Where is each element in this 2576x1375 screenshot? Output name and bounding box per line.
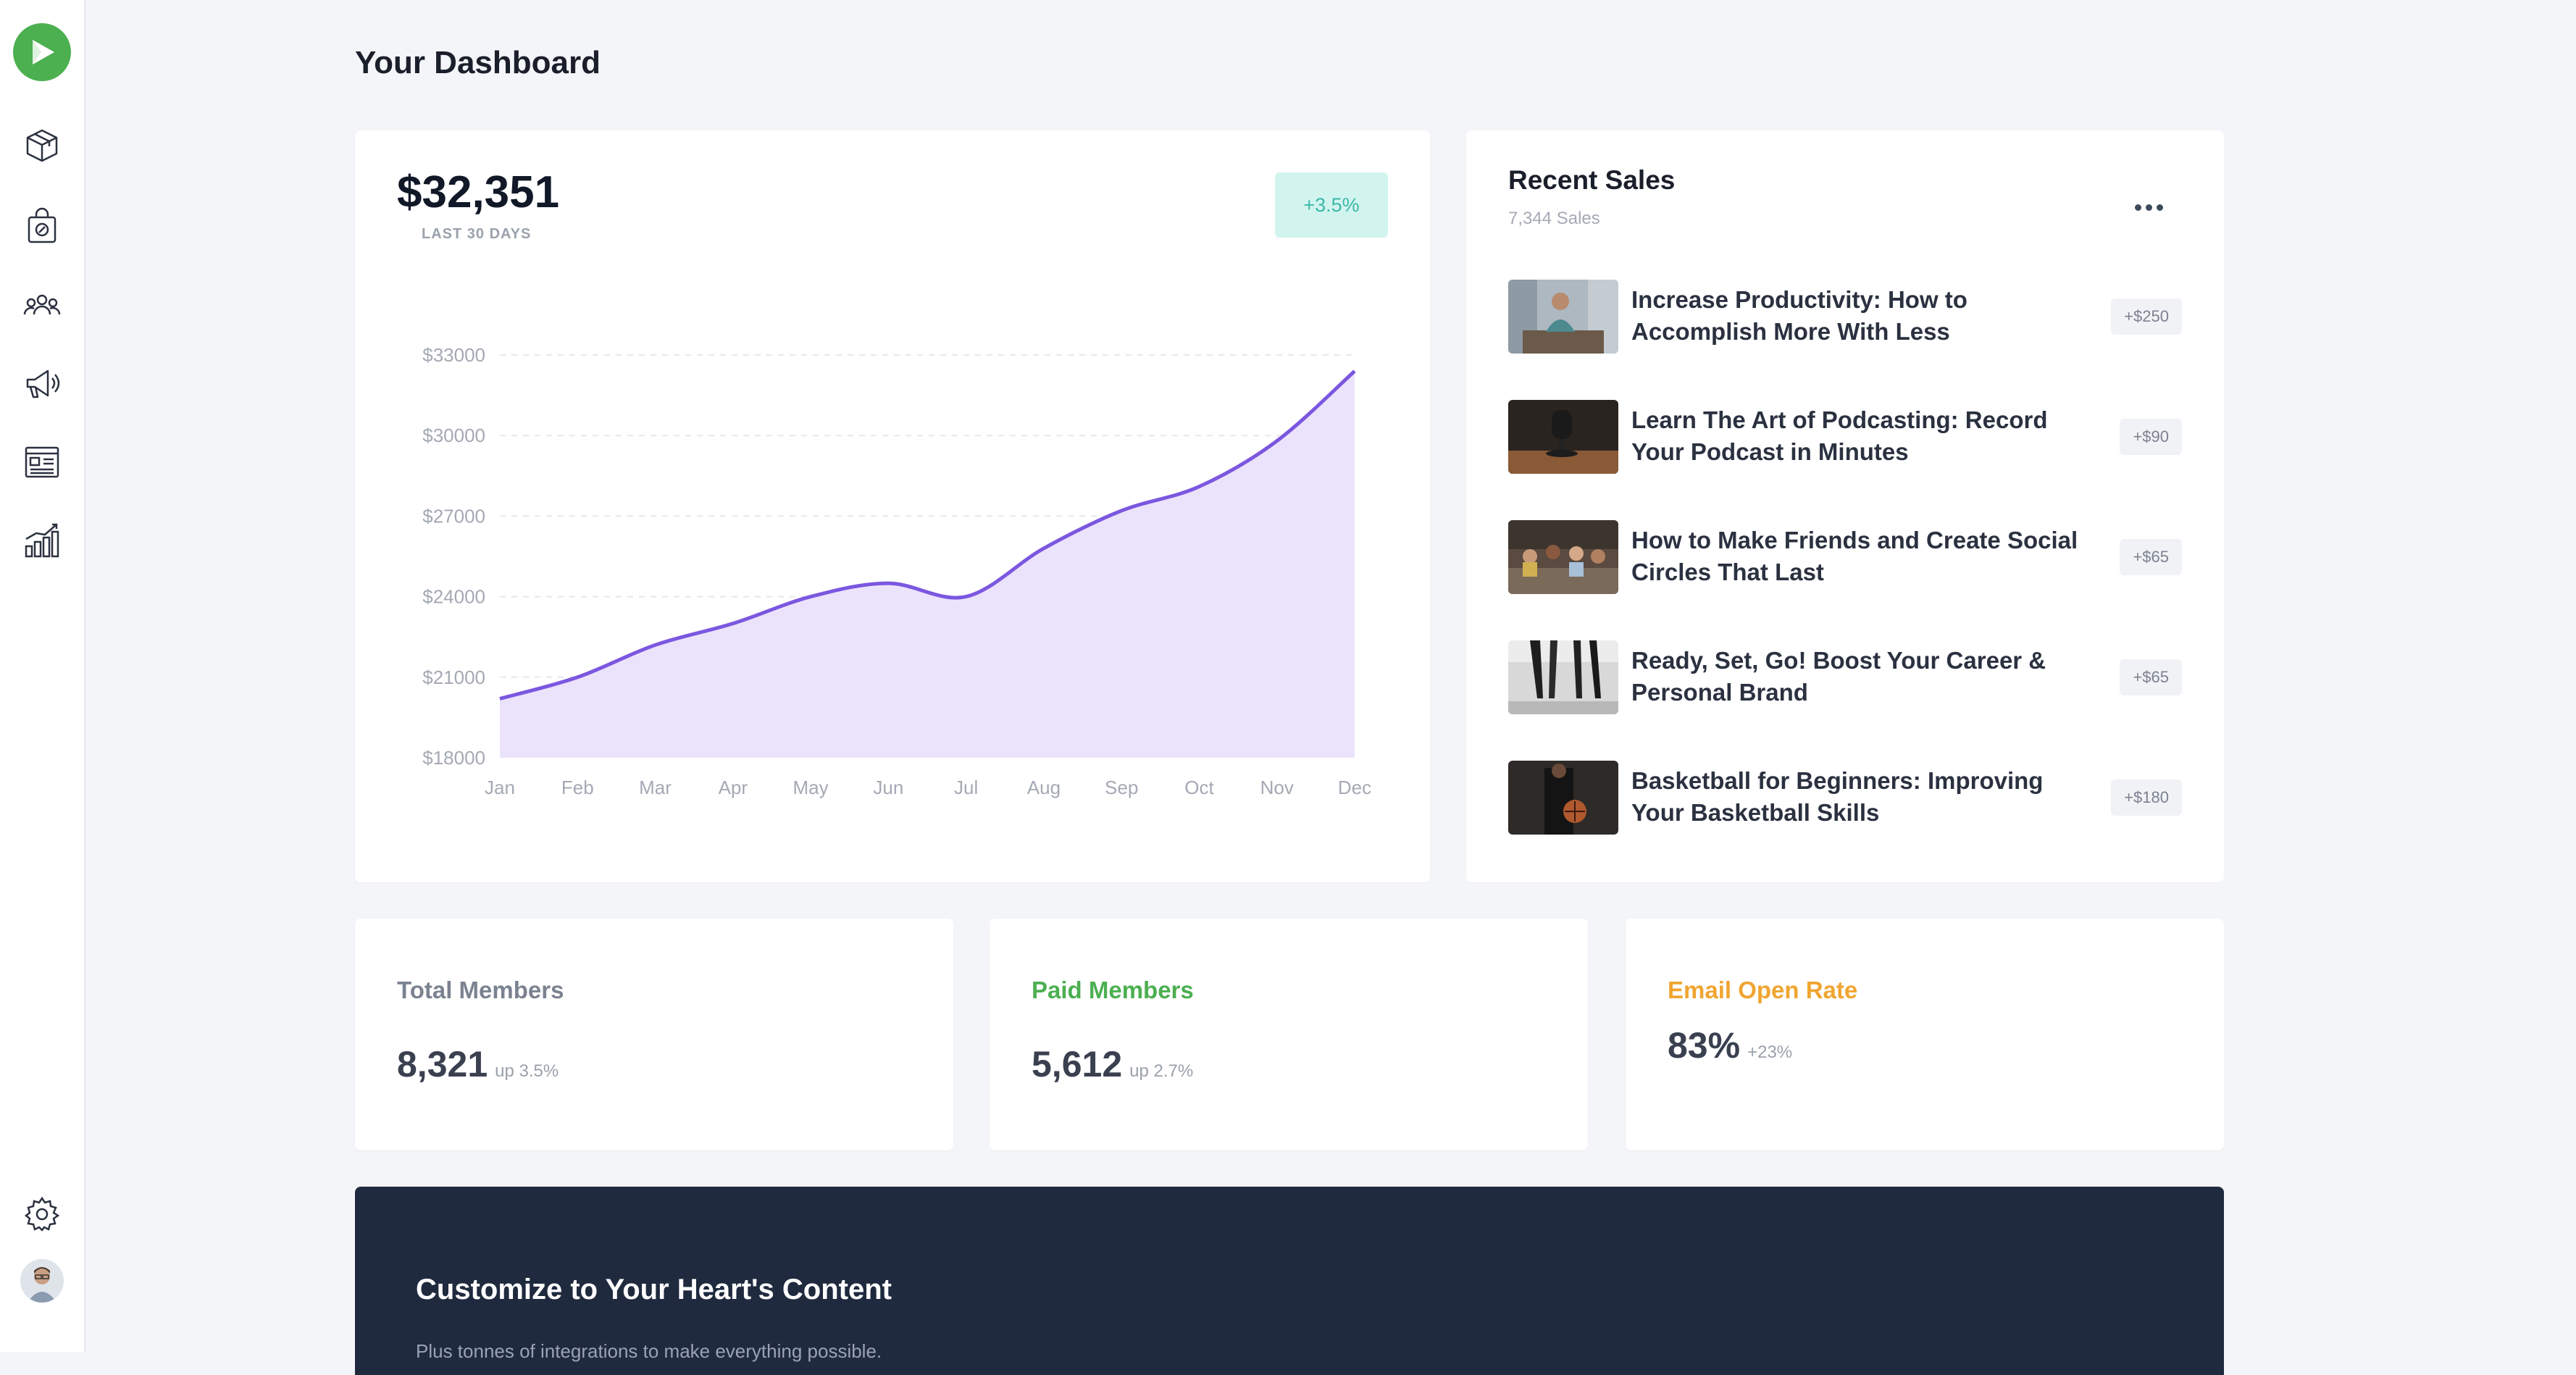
- sale-thumbnail: [1508, 400, 1618, 474]
- sale-row[interactable]: Basketball for Beginners: Improving Your…: [1508, 761, 2182, 835]
- x-tick-label: Sep: [1105, 777, 1138, 798]
- sale-thumbnail: [1508, 640, 1618, 714]
- play-logo-icon[interactable]: [13, 23, 71, 81]
- stat-value: 8,321: [397, 1044, 488, 1084]
- stat-value: 83%: [1668, 1025, 1741, 1066]
- shopping-bag-discount-icon[interactable]: [20, 204, 64, 248]
- stat-value-row: 8,321 up 3.5%: [397, 1043, 559, 1085]
- x-tick-label: Jan: [485, 777, 515, 798]
- sale-thumbnail: [1508, 761, 1618, 835]
- x-tick-label: Jul: [954, 777, 978, 798]
- sale-title: Learn The Art of Podcasting: Record Your…: [1631, 406, 2048, 465]
- stat-change: up 3.5%: [495, 1061, 559, 1081]
- sale-thumbnail: [1508, 280, 1618, 354]
- stat-card-email-open-rate: Email Open Rate 83% +23%: [1626, 919, 2224, 1150]
- analytics-bars-icon[interactable]: [20, 519, 64, 562]
- revenue-period: LAST 30 DAYS: [422, 226, 532, 242]
- y-tick-label: $24000: [422, 586, 485, 608]
- sale-row[interactable]: Learn The Art of Podcasting: Record Your…: [1508, 400, 2182, 474]
- banner-title: Customize to Your Heart's Content: [416, 1274, 892, 1305]
- x-tick-label: May: [793, 777, 829, 798]
- sale-title: How to Make Friends and Create Social Ci…: [1631, 527, 2078, 585]
- recent-sales-title: Recent Sales: [1508, 165, 1676, 195]
- gear-icon[interactable]: [20, 1192, 64, 1236]
- x-tick-label: Jun: [873, 777, 903, 798]
- recent-sales-card: Recent Sales 7,344 Sales Increase Produc…: [1466, 130, 2224, 882]
- sale-thumbnail: [1508, 520, 1618, 594]
- stat-label: Email Open Rate: [1668, 977, 1858, 1003]
- stat-label: Total Members: [397, 977, 564, 1003]
- sidebar: [0, 0, 85, 1352]
- sale-row[interactable]: How to Make Friends and Create Social Ci…: [1508, 520, 2182, 594]
- sale-price: +$65: [2120, 659, 2182, 695]
- recent-sales-count: 7,344 Sales: [1508, 209, 1600, 228]
- user-avatar[interactable]: [20, 1259, 64, 1303]
- chart-series-line: [499, 369, 1356, 701]
- sale-price: +$90: [2120, 419, 2182, 455]
- more-options-button[interactable]: [2127, 193, 2170, 222]
- customize-banner: Customize to Your Heart's Content Plus t…: [355, 1187, 2224, 1375]
- y-tick-label: $33000: [422, 344, 485, 366]
- box-icon[interactable]: [20, 123, 64, 167]
- megaphone-icon[interactable]: [20, 362, 64, 406]
- users-icon[interactable]: [20, 284, 64, 327]
- stat-value: 5,612: [1032, 1044, 1123, 1084]
- sale-row[interactable]: Ready, Set, Go! Boost Your Career & Pers…: [1508, 640, 2182, 714]
- x-tick-label: Mar: [639, 777, 672, 798]
- y-tick-label: $21000: [422, 666, 485, 688]
- sale-title: Increase Productivity: How to Accomplish…: [1631, 286, 1967, 345]
- sale-price: +$65: [2120, 539, 2182, 575]
- sale-price: +$180: [2111, 780, 2182, 816]
- stat-change: +23%: [1747, 1042, 1793, 1062]
- newsletter-layout-icon[interactable]: [20, 440, 64, 484]
- stat-label: Paid Members: [1032, 977, 1194, 1003]
- stat-value-row: 5,612 up 2.7%: [1032, 1043, 1193, 1085]
- x-tick-label: Aug: [1027, 777, 1061, 798]
- stat-value-row: 83% +23%: [1668, 1024, 1792, 1066]
- y-tick-label: $27000: [422, 505, 485, 527]
- x-tick-label: Nov: [1260, 777, 1294, 798]
- sale-title: Ready, Set, Go! Boost Your Career & Pers…: [1631, 647, 2046, 706]
- y-tick-label: $30000: [422, 425, 485, 446]
- stat-change: up 2.7%: [1129, 1061, 1194, 1081]
- revenue-card: $32,351 LAST 30 DAYS +3.5% $33000 $30000 $…: [355, 130, 1430, 882]
- x-tick-label: Oct: [1184, 777, 1214, 798]
- y-tick-label: $18000: [422, 747, 485, 769]
- x-tick-label: Apr: [719, 777, 748, 798]
- stat-card-paid-members: Paid Members 5,612 up 2.7%: [990, 919, 1588, 1150]
- sale-price: +$250: [2111, 298, 2182, 335]
- stat-card-total-members: Total Members 8,321 up 3.5%: [355, 919, 953, 1150]
- x-tick-label: Feb: [561, 777, 594, 798]
- sale-title: Basketball for Beginners: Improving Your…: [1631, 767, 2044, 826]
- sale-row[interactable]: Increase Productivity: How to Accomplish…: [1508, 280, 2182, 354]
- chart-area-fill: [500, 371, 1355, 758]
- revenue-change-badge: +3.5%: [1275, 172, 1388, 238]
- x-tick-label: Dec: [1338, 777, 1371, 798]
- page-title: Your Dashboard: [355, 45, 601, 80]
- revenue-value: $32,351: [397, 167, 560, 217]
